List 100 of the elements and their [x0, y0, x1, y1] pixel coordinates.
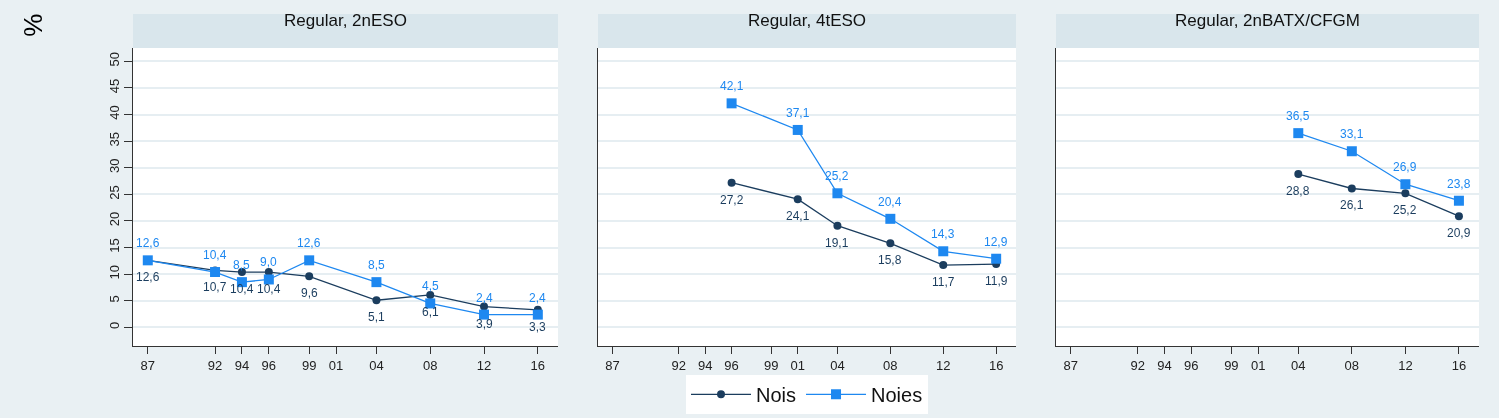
data-label: 19,1 [825, 236, 849, 250]
data-label: 11,9 [985, 274, 1008, 288]
x-tick-label: 04 [1291, 357, 1306, 373]
y-tick-label: 45 [106, 78, 122, 94]
point [792, 124, 803, 135]
point [1400, 179, 1411, 190]
data-label: 10,7 [203, 280, 227, 294]
x-tick-label: 01 [790, 357, 805, 373]
x-tick-label: 94 [697, 357, 713, 373]
x-tick-label: 08 [883, 357, 898, 373]
point [726, 98, 737, 109]
y-tick-label: 40 [106, 105, 122, 120]
x-tick-label: 94 [1157, 357, 1172, 373]
point [1401, 189, 1410, 198]
x-tick-label: 92 [1130, 357, 1145, 373]
data-label: 12,6 [136, 236, 160, 250]
x-tick-label: 01 [328, 357, 344, 373]
data-label: 15,8 [878, 253, 902, 267]
point [885, 213, 896, 224]
point [832, 188, 843, 199]
data-label: 10,4 [230, 282, 254, 296]
chart-title: Regular, 2nESO [284, 10, 407, 30]
data-label: 28,8 [1286, 184, 1310, 198]
point [991, 253, 1002, 264]
x-tick-label: 08 [1344, 357, 1360, 373]
point [793, 195, 802, 204]
x-tick-label: 04 [369, 357, 384, 373]
data-label: 12,9 [984, 235, 1008, 249]
y-tick-label: 35 [106, 131, 122, 147]
point [1454, 212, 1463, 221]
data-label: 10,4 [203, 248, 227, 262]
y-tick-label: 30 [106, 158, 122, 174]
y-tick-label: 10 [106, 264, 122, 280]
x-tick-label: 96 [724, 357, 739, 373]
data-label: 11,7 [932, 275, 955, 289]
data-label: 2,4 [476, 291, 494, 305]
x-tick-label: 99 [764, 357, 779, 373]
point [886, 239, 895, 248]
point [1293, 128, 1304, 139]
x-tick-label: 16 [1451, 357, 1467, 373]
data-label: 20,4 [878, 195, 902, 209]
point [371, 277, 382, 288]
x-tick-label: 87 [605, 357, 620, 373]
data-label: 8,5 [368, 258, 386, 272]
point [479, 309, 490, 320]
data-label: 33,1 [1340, 127, 1364, 141]
point [372, 296, 381, 305]
y-tick-label: 5 [106, 295, 122, 303]
data-label: 3,9 [476, 317, 494, 331]
point [938, 246, 949, 257]
x-tick-label: 16 [530, 357, 546, 373]
data-label: 24,1 [786, 209, 810, 223]
point [1346, 146, 1357, 157]
x-tick-label: 94 [234, 357, 250, 373]
data-label: 14,3 [931, 227, 955, 241]
data-label: 2,4 [529, 291, 547, 305]
data-label: 8,5 [233, 258, 251, 272]
legend-label: Noies [871, 384, 923, 407]
data-label: 3,3 [529, 320, 547, 334]
point [1453, 195, 1464, 206]
point [304, 255, 315, 266]
y-tick-label: 20 [106, 211, 122, 227]
data-label: 36,5 [1286, 109, 1310, 123]
data-label: 20,9 [1447, 226, 1471, 240]
x-tick-label: 96 [1183, 357, 1199, 373]
data-label: 9,0 [260, 255, 278, 269]
data-label: 26,9 [1393, 160, 1417, 174]
y-tick-label: 25 [106, 185, 122, 200]
x-tick-label: 99 [1224, 357, 1239, 373]
x-tick-label: 01 [1250, 357, 1266, 373]
point [263, 274, 274, 285]
x-tick-label: 99 [301, 357, 317, 373]
data-label: 10,4 [257, 282, 281, 296]
x-tick-label: 87 [140, 357, 156, 373]
x-tick-label: 04 [830, 357, 845, 373]
data-label: 23,8 [1447, 177, 1471, 191]
x-tick-label: 12 [1398, 357, 1413, 373]
y-axis-title: % [18, 13, 49, 37]
data-label: 6,1 [422, 305, 440, 319]
data-label: 42,1 [720, 79, 744, 93]
data-label: 27,2 [720, 193, 744, 207]
x-tick-label: 08 [423, 357, 438, 373]
point [532, 309, 543, 320]
data-label: 25,2 [1393, 203, 1417, 217]
x-tick-label: 92 [671, 357, 686, 373]
point [1347, 184, 1356, 193]
data-label: 4,5 [422, 279, 440, 293]
x-tick-label: 12 [936, 357, 951, 373]
y-tick-label: 50 [106, 52, 122, 67]
data-label: 9,6 [301, 286, 319, 300]
point [833, 221, 842, 230]
legend-label: Nois [756, 384, 797, 407]
point [727, 178, 736, 187]
chart-title: Regular, 4tESO [747, 10, 867, 30]
x-tick-label: 87 [1063, 357, 1078, 373]
data-label: 12,6 [297, 236, 321, 250]
point [939, 261, 948, 270]
data-label: 5,1 [368, 310, 386, 324]
point [1294, 170, 1303, 179]
chart-title: Regular, 2nBATX/CFGM [1175, 10, 1360, 30]
